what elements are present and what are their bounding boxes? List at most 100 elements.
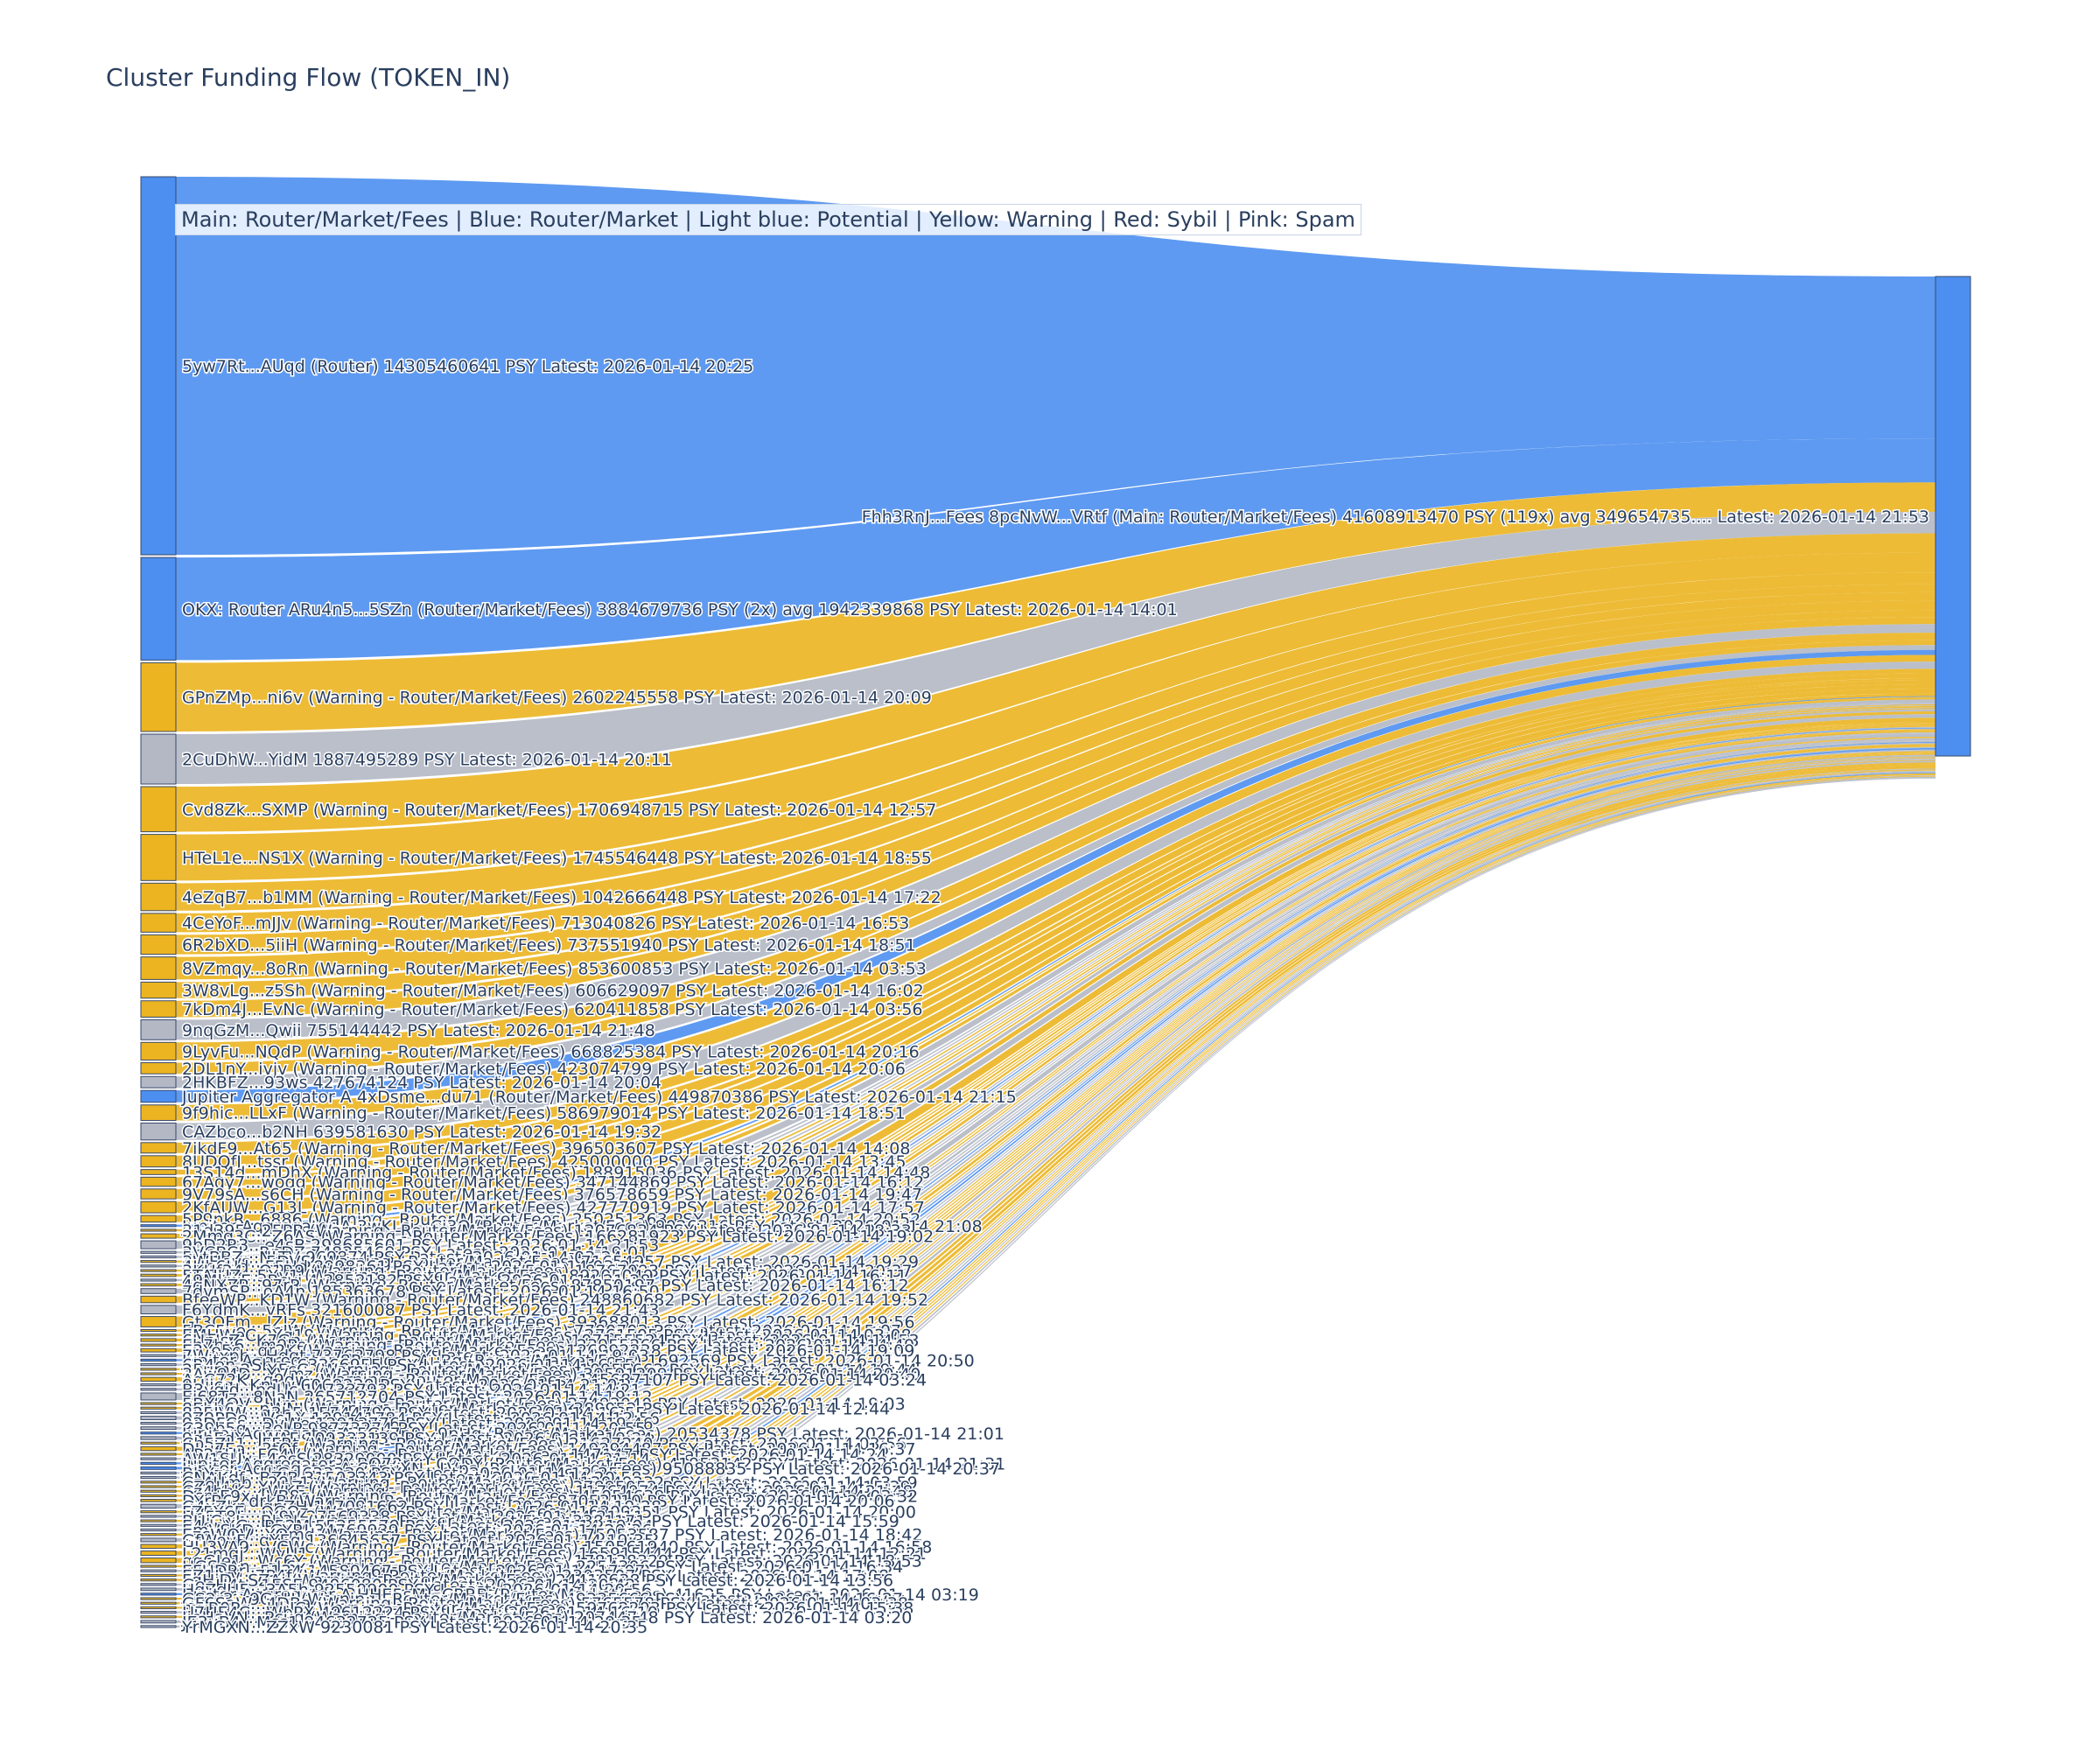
source-node[interactable] [140,1558,177,1564]
flow-link[interactable] [176,600,1936,980]
source-node[interactable] [140,733,177,785]
source-node[interactable] [140,1000,177,1018]
flow-link[interactable] [176,709,1936,1294]
flow-link[interactable] [176,731,1936,1382]
flow-link[interactable] [176,752,1936,1497]
source-node[interactable] [140,1494,177,1498]
source-node[interactable] [140,1519,177,1522]
source-node[interactable] [140,1122,177,1141]
source-node[interactable] [140,1155,177,1168]
flow-link[interactable] [176,610,1936,998]
source-node[interactable] [140,1485,177,1488]
flow-link[interactable] [176,729,1936,1370]
flow-link[interactable] [176,730,1936,1376]
flow-link[interactable] [176,703,1936,1254]
source-node[interactable] [140,1446,177,1452]
flow-link[interactable] [176,438,1936,661]
flow-link[interactable] [176,624,1936,1040]
source-node[interactable] [140,1288,177,1294]
flow-link[interactable] [176,775,1936,1614]
flow-link[interactable] [176,708,1936,1286]
source-node[interactable] [140,1523,177,1527]
source-node[interactable] [140,1583,177,1586]
source-node[interactable] [140,1305,177,1315]
source-node[interactable] [140,1471,177,1475]
source-node[interactable] [140,556,177,661]
flow-link[interactable] [176,725,1936,1353]
source-node[interactable] [140,1240,177,1250]
flow-link[interactable] [176,512,1936,785]
flow-link[interactable] [176,633,1936,1060]
flow-link[interactable] [176,752,1936,1488]
flow-link[interactable] [176,699,1936,1250]
source-node[interactable] [140,1354,177,1357]
flow-link[interactable] [176,774,1936,1605]
flow-link[interactable] [176,769,1936,1577]
flow-link[interactable] [176,733,1936,1400]
flow-link[interactable] [176,640,1936,1074]
source-node[interactable] [140,1278,177,1282]
source-node[interactable] [140,1383,177,1387]
flow-link[interactable] [176,753,1936,1502]
flow-link[interactable] [176,754,1936,1508]
source-node[interactable] [140,1372,177,1376]
source-node[interactable] [140,1338,177,1342]
source-node[interactable] [140,1441,177,1445]
flow-link[interactable] [176,764,1936,1556]
source-node[interactable] [140,1041,177,1060]
source-node[interactable] [140,1334,177,1337]
source-node[interactable] [140,1499,177,1502]
flow-link[interactable] [176,748,1936,1470]
flow-link[interactable] [176,673,1936,1167]
flow-link[interactable] [176,714,1936,1314]
source-node[interactable] [140,1388,177,1391]
source-node[interactable] [140,1611,177,1614]
source-node[interactable] [140,1457,177,1460]
flow-link[interactable] [176,752,1936,1493]
flow-link[interactable] [176,737,1936,1405]
source-node[interactable] [140,1316,177,1327]
flow-link[interactable] [176,572,1936,911]
source-node[interactable] [140,1587,177,1592]
source-node[interactable] [140,934,177,956]
source-node[interactable] [140,1489,177,1493]
source-node[interactable] [140,1075,177,1088]
source-node[interactable] [140,1601,177,1605]
flow-link[interactable] [176,740,1936,1430]
flow-link[interactable] [176,749,1936,1474]
source-node[interactable] [140,882,177,912]
source-node[interactable] [140,1269,177,1272]
source-node[interactable] [140,1426,177,1431]
source-node[interactable] [140,786,177,833]
source-node[interactable] [140,1260,177,1264]
source-node[interactable] [140,1402,177,1405]
flow-link[interactable] [176,688,1936,1214]
flow-link[interactable] [176,584,1936,933]
source-node[interactable] [140,1264,177,1268]
flow-link[interactable] [176,773,1936,1600]
flow-link[interactable] [176,751,1936,1483]
flow-link[interactable] [176,724,1936,1342]
source-node[interactable] [140,1188,177,1200]
flow-link[interactable] [176,774,1936,1609]
flow-link[interactable] [176,758,1936,1527]
source-node[interactable] [140,1273,177,1278]
flow-link[interactable] [176,722,1936,1332]
flow-link[interactable] [176,704,1936,1267]
flow-link[interactable] [176,767,1936,1568]
flow-link[interactable] [176,771,1936,1591]
source-node[interactable] [140,1461,177,1465]
source-node[interactable] [140,1233,177,1239]
source-node[interactable] [140,1476,177,1480]
flow-link[interactable] [176,696,1936,1227]
source-node[interactable] [140,1533,177,1536]
source-node[interactable] [140,1200,177,1214]
source-node[interactable] [140,1169,177,1175]
flow-link[interactable] [176,732,1936,1390]
source-node[interactable] [140,1406,177,1410]
flow-link[interactable] [176,617,1936,1018]
flow-link[interactable] [176,776,1936,1623]
source-node[interactable] [140,1480,177,1484]
flow-link[interactable] [176,742,1936,1434]
source-node[interactable] [140,1436,177,1440]
